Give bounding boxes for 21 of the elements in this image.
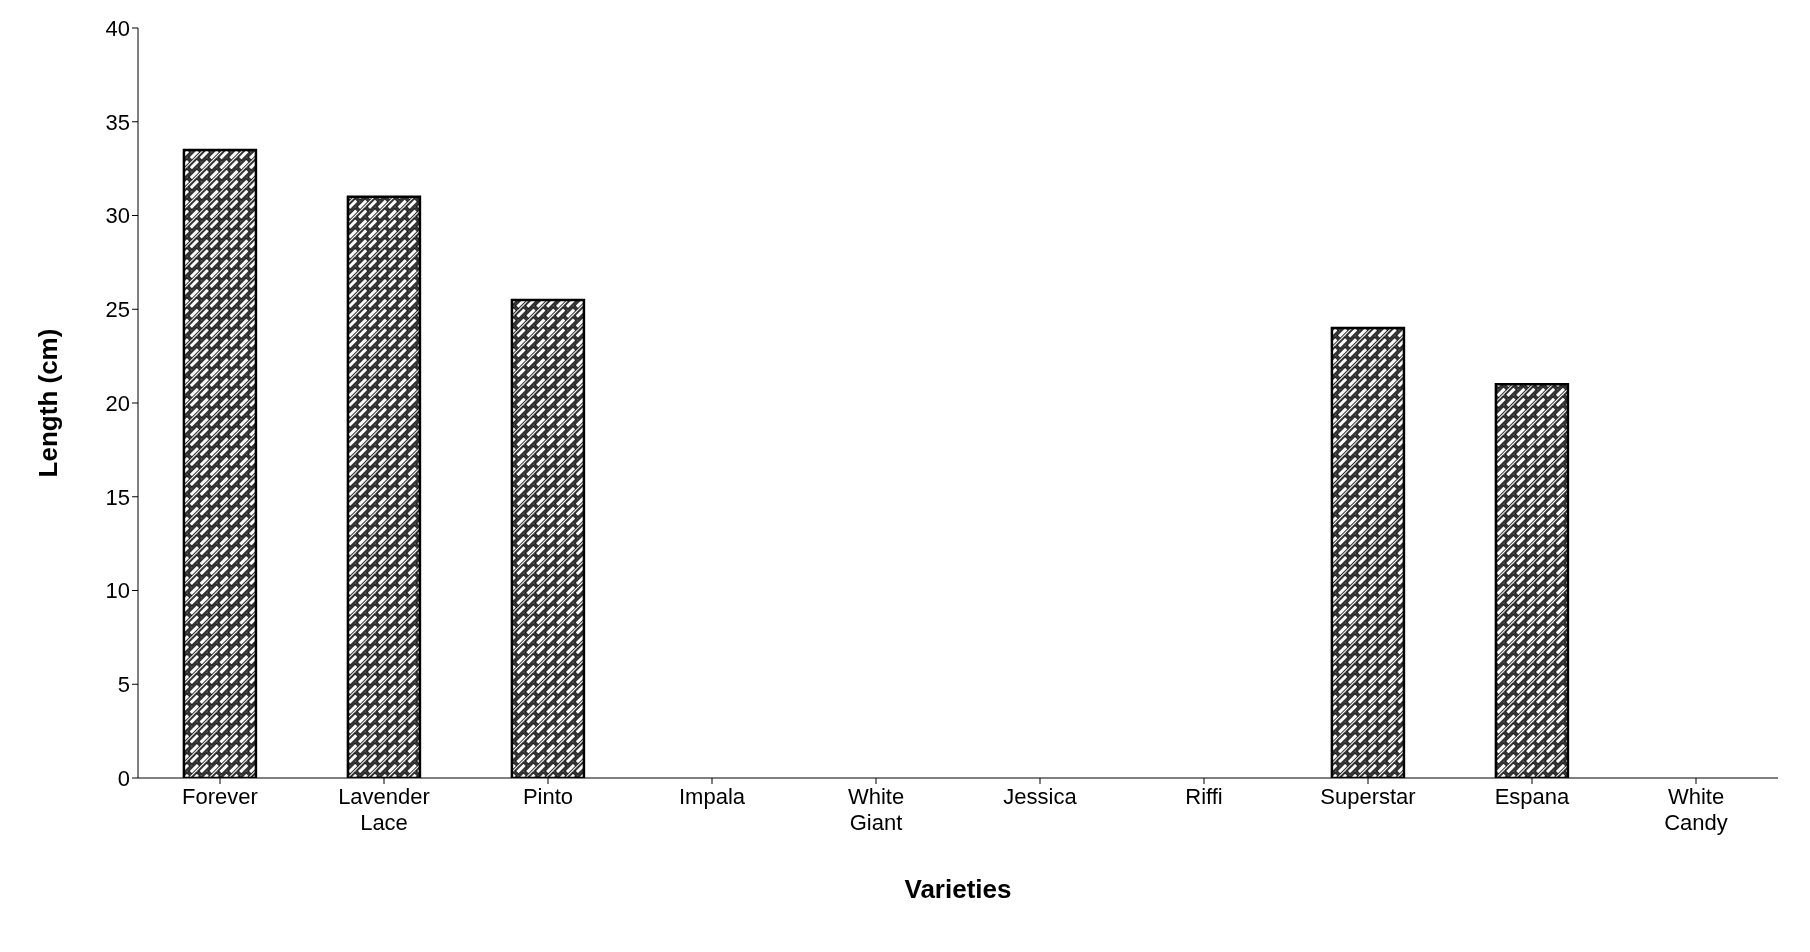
y-tick-label: 5 — [117, 672, 130, 698]
x-tick-label: White Candy — [1664, 784, 1728, 835]
x-tick-label: Superstar — [1320, 784, 1416, 809]
y-tick-label: 0 — [117, 765, 130, 791]
y-tick-label: 20 — [105, 390, 130, 416]
x-axis-title: Varieties — [904, 874, 1012, 904]
y-tick-label: 15 — [105, 484, 130, 510]
y-tick-label: 35 — [105, 109, 130, 135]
y-axis-title: Length (cm) — [33, 328, 64, 478]
y-tick-label: 30 — [105, 203, 130, 229]
x-tick-label: Espana — [1494, 784, 1571, 809]
y-tick-label: 40 — [105, 15, 130, 41]
x-tick-label: White Giant — [847, 784, 905, 835]
x-tick-label: Impala — [678, 784, 746, 809]
x-tick-label: Lavender Lace — [338, 784, 430, 835]
y-tick-label: 10 — [105, 578, 130, 604]
x-tick-label: Jessica — [1003, 784, 1078, 809]
x-tick-label: Pinto — [522, 784, 574, 809]
x-tick-label: Riffi — [1185, 784, 1223, 809]
y-tick-label: 25 — [105, 297, 130, 323]
x-tick-label: Forever — [182, 784, 258, 809]
